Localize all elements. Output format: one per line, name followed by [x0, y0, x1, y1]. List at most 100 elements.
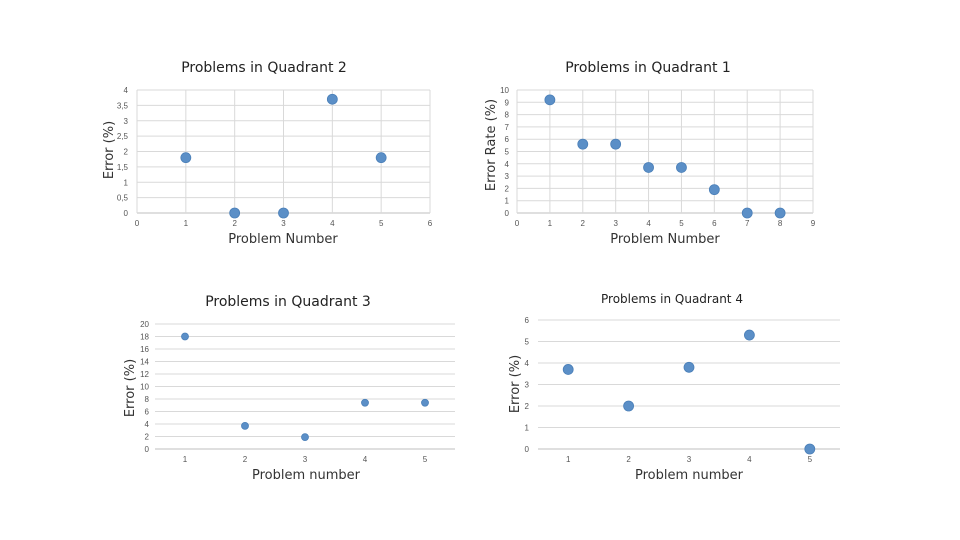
chart-title: Problems in Quadrant 4: [601, 292, 743, 306]
data-point: [774, 207, 786, 219]
data-point: [361, 398, 369, 407]
y-tick-label: 0: [124, 209, 129, 218]
y-tick-label: 6: [505, 135, 510, 144]
x-tick-label: 1: [548, 219, 553, 228]
x-tick-label: 2: [232, 219, 237, 228]
x-tick-label: 5: [808, 455, 813, 464]
data-point: [241, 421, 249, 430]
data-point: [421, 398, 429, 407]
y-tick-label: 10: [500, 86, 509, 95]
y-tick-label: 1: [505, 197, 510, 206]
chart-title: Problems in Quadrant 1: [565, 60, 731, 76]
x-tick-label: 4: [747, 455, 752, 464]
y-tick-label: 4: [525, 359, 530, 368]
y-tick-label: 6: [145, 408, 150, 417]
chart-2: Problems in Quadrant 1 0 1 2 3 4 5 6 7 8 9 10 0 1 2 3 4 5…: [484, 60, 816, 247]
chart-title: Problems in Quadrant 3: [205, 294, 371, 310]
y-tick-label: 5: [525, 338, 530, 347]
y-tick-label: 0: [525, 445, 530, 454]
x-axis-label: Problem Number: [610, 232, 720, 247]
x-tick-label: 4: [646, 219, 651, 228]
y-tick-label: 20: [140, 320, 149, 329]
x-tick-label: 1: [183, 455, 188, 464]
data-point: [544, 94, 556, 106]
y-tick-label: 3,5: [117, 101, 129, 110]
y-tick-label: 4: [124, 86, 129, 95]
data-point: [804, 443, 816, 455]
chart-title: Problems in Quadrant 2: [181, 60, 347, 76]
data-point: [708, 184, 720, 196]
x-axis-label: Problem number: [252, 468, 361, 483]
x-tick-label: 6: [712, 219, 717, 228]
chart-4: Problems in Quadrant 4 0 1 2 3 4 5 6 1 2 3 4 5 Proble…: [508, 292, 840, 483]
x-tick-label: 3: [613, 219, 618, 228]
y-tick-label: 9: [505, 98, 510, 107]
y-tick-label: 2: [525, 402, 530, 411]
y-tick-label: 1: [124, 178, 129, 187]
x-tick-label: 2: [581, 219, 586, 228]
y-tick-label: 2: [505, 184, 510, 193]
x-tick-label: 4: [363, 455, 368, 464]
data-point: [683, 361, 695, 373]
x-tick-label: 7: [745, 219, 750, 228]
x-tick-label: 0: [515, 219, 520, 228]
chart-3: Problems in Quadrant 3024681012141618201…: [123, 294, 455, 483]
x-tick-label: 4: [330, 219, 335, 228]
x-tick-label: 2: [626, 455, 631, 464]
data-point: [326, 93, 338, 105]
data-point: [181, 332, 189, 341]
y-tick-label: 10: [140, 383, 149, 392]
y-axis-label: Error Rate (%): [484, 99, 499, 191]
data-point: [643, 162, 654, 173]
chart-1: Problems in Quadrant 2 0 0,5 1 1,5 2 2,5 3 3,5 4 0…: [102, 60, 433, 247]
x-axis-label: Problem Number: [228, 232, 338, 247]
x-tick-label: 0: [135, 219, 140, 228]
y-tick-label: 16: [140, 345, 149, 354]
data-point: [180, 152, 192, 164]
x-tick-label: 2: [243, 455, 248, 464]
x-tick-label: 3: [281, 219, 286, 228]
data-point: [375, 152, 387, 164]
data-point: [562, 364, 574, 375]
y-axis-label: Error (%): [123, 359, 138, 417]
data-point: [741, 207, 753, 219]
x-axis-label: Problem number: [635, 468, 744, 483]
x-tick-label: 5: [423, 455, 428, 464]
y-tick-label: 7: [505, 123, 510, 132]
y-axis-label: Error (%): [508, 355, 523, 413]
x-tick-label: 3: [687, 455, 692, 464]
x-tick-label: 5: [679, 219, 684, 228]
y-tick-label: 12: [140, 370, 149, 379]
y-axis-label: Error (%): [102, 121, 117, 179]
y-tick-label: 14: [140, 358, 149, 367]
y-tick-label: 8: [145, 395, 150, 404]
y-tick-label: 0: [505, 209, 510, 218]
y-tick-label: 1: [525, 424, 530, 433]
x-tick-label: 5: [379, 219, 384, 228]
data-point: [610, 138, 622, 150]
y-tick-label: 0: [145, 445, 150, 454]
y-tick-label: 3: [124, 117, 129, 126]
y-tick-label: 4: [145, 420, 150, 429]
y-tick-label: 5: [505, 148, 510, 157]
y-tick-label: 1,5: [117, 163, 129, 172]
data-point: [278, 207, 289, 219]
y-tick-label: 3: [505, 172, 510, 181]
y-tick-label: 0,5: [117, 194, 129, 203]
y-tick-label: 2,5: [117, 132, 129, 141]
y-tick-label: 2: [145, 433, 150, 442]
data-point: [301, 433, 309, 442]
x-tick-label: 1: [566, 455, 571, 464]
x-tick-label: 3: [303, 455, 308, 464]
y-tick-label: 6: [525, 316, 530, 325]
data-point: [676, 162, 687, 173]
y-tick-label: 2: [124, 148, 129, 157]
x-tick-label: 6: [428, 219, 433, 228]
y-tick-label: 3: [525, 381, 530, 390]
data-point: [623, 400, 634, 412]
y-tick-label: 18: [140, 333, 149, 342]
data-point: [744, 329, 755, 341]
data-point: [229, 207, 241, 219]
x-tick-label: 1: [184, 219, 189, 228]
